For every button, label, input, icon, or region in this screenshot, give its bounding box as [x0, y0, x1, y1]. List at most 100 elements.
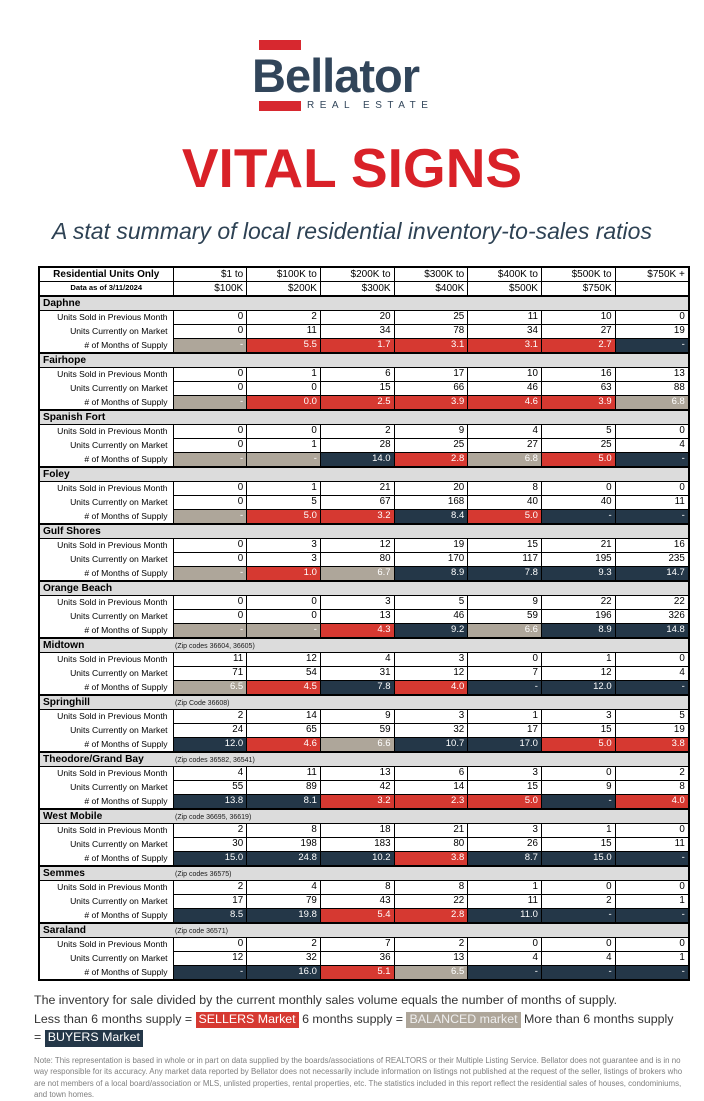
supply-cell-buyers: 9.3 [540, 566, 616, 582]
units-cell: 34 [467, 324, 542, 339]
section-name: Midtown [43, 639, 85, 651]
units-cell: 21 [319, 481, 395, 496]
units-cell: 3 [467, 823, 542, 838]
units-cell: 25 [540, 438, 616, 453]
supply-cell-sellers: 3.1 [393, 338, 469, 354]
units-cell: 2 [614, 766, 690, 781]
page-subtitle: A stat summary of local residential inve… [52, 218, 652, 244]
row-label: Units Currently on Market [39, 894, 173, 909]
supply-cell-buyers: 12.0 [540, 680, 616, 696]
supply-cell-sellers: 3.2 [319, 509, 395, 525]
row-label: Units Sold in Previous Month [39, 766, 173, 781]
supply-cell-buyers: 15.0 [540, 851, 616, 867]
row-label: # of Months of Supply [39, 623, 173, 638]
units-cell: 1 [467, 709, 542, 724]
supply-cell-buyers: - [614, 851, 690, 867]
units-row-market: Units Currently on Market 30 198 183 80 26 15 1… [39, 837, 690, 852]
supply-cell-buyers: - [467, 680, 542, 696]
units-cell: 0 [614, 823, 690, 838]
units-cell: 36 [319, 951, 395, 966]
section-name: Spanish Fort [43, 411, 106, 423]
row-label: # of Months of Supply [39, 851, 173, 866]
supply-cell-sellers: 3.2 [319, 794, 395, 810]
section-header-row: Gulf Shores [39, 523, 689, 539]
supply-cell-sellers: 0.0 [246, 395, 321, 411]
units-cell: 14 [246, 709, 321, 724]
supply-cell-buyers: 16.0 [246, 965, 321, 981]
supply-cell-buyers: 14.0 [319, 452, 395, 468]
units-row-sold: Units Sold in Previous Month 11 12 4 3 0 1 0 [39, 652, 690, 667]
supply-cell-buyers: 14.7 [614, 566, 690, 582]
supply-cell-balanced: 6.5 [393, 965, 469, 981]
units-cell: 0 [246, 424, 321, 439]
units-cell: 6 [393, 766, 469, 781]
units-cell: 15 [467, 780, 542, 795]
section-zip-note: (Zip codes 36582, 36541) [175, 756, 255, 764]
section-name: Fairhope [43, 354, 87, 366]
units-cell: 0 [467, 937, 542, 952]
units-row-market: Units Currently on Market 0 11 34 78 34 27 19 [39, 324, 690, 339]
section-zip-note: (Zip code 36571) [175, 927, 228, 935]
supply-cell-sellers: 5.4 [319, 908, 395, 924]
units-row-sold: Units Sold in Previous Month 2 8 18 21 3 1 0 [39, 823, 690, 838]
units-cell: 65 [246, 723, 321, 738]
units-cell: 0 [172, 937, 248, 952]
row-label: # of Months of Supply [39, 794, 173, 809]
units-cell: 8 [614, 780, 690, 795]
units-cell: 71 [172, 666, 248, 681]
logo-red-bar-top [259, 40, 301, 50]
supply-cell-buyers: 8.7 [467, 851, 542, 867]
supply-row: # of Months of Supply - -4.3 9.2 6.6 8.9 14.8 [39, 623, 690, 639]
section-header-cell: West Mobile (Zip code 36695, 36619) [39, 808, 689, 824]
supply-row: # of Months of Supply 6.5 4.5 7.8 4.0-12.0- [39, 680, 690, 696]
supply-cell-buyers: 14.8 [614, 623, 690, 639]
units-cell: 79 [246, 894, 321, 909]
units-cell: 19 [614, 723, 690, 738]
units-cell: 25 [393, 310, 469, 325]
supply-cell-sellers: 3.9 [393, 395, 469, 411]
section-name: Semmes [43, 867, 85, 879]
units-cell: 2 [172, 709, 248, 724]
units-cell: 0 [540, 937, 616, 952]
units-cell: 80 [319, 552, 395, 567]
units-cell: 0 [172, 481, 248, 496]
row-label: Units Currently on Market [39, 609, 173, 624]
units-cell: 0 [540, 766, 616, 781]
units-cell: 22 [614, 595, 690, 610]
units-cell: 42 [319, 780, 395, 795]
supply-row: # of Months of Supply 8.5 19.8 5.4 2.8 11.0- - [39, 908, 690, 924]
supply-cell-balanced: - [172, 395, 248, 411]
supply-cell-balanced: - [172, 338, 248, 354]
units-cell: 22 [393, 894, 469, 909]
units-cell: 25 [393, 438, 469, 453]
units-cell: 168 [393, 495, 469, 510]
units-cell: 1 [614, 894, 690, 909]
row-label: Units Sold in Previous Month [39, 310, 173, 325]
supply-cell-sellers: 2.8 [393, 452, 469, 468]
disclaimer-note: Note: This representation is based in wh… [34, 1055, 683, 1100]
units-cell: 12 [393, 666, 469, 681]
supply-cell-sellers: 5.0 [246, 509, 321, 525]
price-column-header: $500K [467, 281, 542, 297]
units-cell: 1 [540, 652, 616, 667]
supply-row: # of Months of Supply 12.0 4.6 6.6 10.7 17.0 5… [39, 737, 690, 753]
supply-cell-balanced: - [172, 566, 248, 582]
units-cell: 46 [467, 381, 542, 396]
supply-cell-buyers: - [614, 680, 690, 696]
table-corner-title: Residential Units Only [38, 266, 174, 282]
row-label: # of Months of Supply [39, 737, 173, 752]
units-cell: 0 [172, 381, 248, 396]
section-header-cell: Spanish Fort [39, 409, 689, 425]
units-cell: 2 [172, 880, 248, 895]
table-corner-subtitle: Data as of 3/11/2024 [38, 281, 174, 297]
units-cell: 18 [319, 823, 395, 838]
section-header-row: Spanish Fort [39, 409, 689, 425]
units-cell: 10 [467, 367, 542, 382]
buyers-market-badge: BUYERS Market [44, 1030, 143, 1047]
units-cell: 13 [319, 609, 395, 624]
units-cell: 31 [319, 666, 395, 681]
units-cell: 0 [172, 424, 248, 439]
legend-sellers-prefix: Less than 6 months supply = [34, 1011, 196, 1026]
units-row-sold: Units Sold in Previous Month 0 0 2 9 4 5 0 [39, 424, 690, 439]
supply-cell-buyers: - [540, 794, 616, 810]
